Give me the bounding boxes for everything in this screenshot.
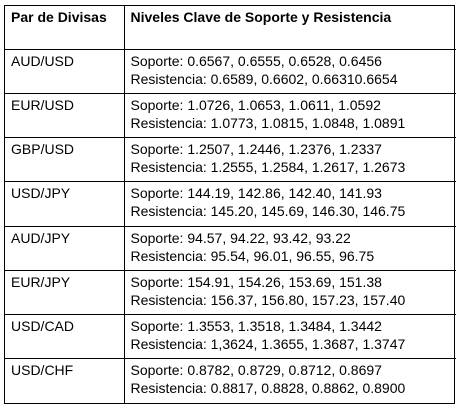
- resistance-levels: Resistencia: 0.6589, 0.6602, 0.66310.665…: [130, 70, 398, 87]
- table-header-row: Par de Divisas Niveles Clave de Soporte …: [5, 6, 456, 50]
- resistance-levels: Resistencia: 1.0773, 1.0815, 1.0848, 1.0…: [130, 114, 406, 131]
- levels-cell: Soporte: 154.91, 154.26, 153.69, 151.38 R…: [123, 269, 456, 316]
- table-row: EUR/JPY Soporte: 154.91, 154.26, 153.69, …: [5, 269, 456, 316]
- table-row: USD/JPY Soporte: 144.19, 142.86, 142.40, …: [5, 181, 456, 227]
- currency-pair-cell: EUR/JPY: [5, 269, 125, 316]
- currency-pair-cell: EUR/USD: [5, 92, 125, 139]
- resistance-levels: Resistencia: 145.20, 145.69, 146.30, 146…: [130, 203, 406, 220]
- levels-cell: Soporte: 94.57, 94.22, 93.42, 93.22 Resis…: [123, 225, 456, 271]
- currency-pair-cell: GBP/USD: [5, 137, 125, 183]
- table-row: USD/CHF Soporte: 0.8782, 0.8729, 0.8712, …: [5, 358, 456, 403]
- table-row: AUD/JPY Soporte: 94.57, 94.22, 93.42, 93.…: [5, 225, 456, 271]
- currency-pair-cell: USD/CHF: [5, 358, 125, 403]
- support-levels: Soporte: 144.19, 142.86, 142.40, 141.93: [130, 185, 382, 202]
- support-levels: Soporte: 1.2507, 1.2446, 1.2376, 1.2337: [130, 141, 382, 158]
- levels-cell: Soporte: 1.2507, 1.2446, 1.2376, 1.2337 R…: [123, 137, 456, 183]
- levels-cell: Soporte: 0.6567, 0.6555, 0.6528, 0.6456 R…: [123, 48, 456, 94]
- levels-cell: Soporte: 1.0726, 1.0653, 1.0611, 1.0592 R…: [123, 92, 456, 139]
- resistance-levels: Resistencia: 1.2555, 1.2584, 1.2617, 1.2…: [130, 159, 406, 176]
- support-resistance-table: Par de Divisas Niveles Clave de Soporte …: [5, 6, 456, 403]
- table-row: EUR/USD Soporte: 1.0726, 1.0653, 1.0611, …: [5, 92, 456, 139]
- levels-table-container: Par de Divisas Niveles Clave de Soporte …: [4, 5, 456, 404]
- levels-cell: Soporte: 144.19, 142.86, 142.40, 141.93 R…: [123, 181, 456, 227]
- currency-pair-cell: AUD/JPY: [5, 225, 125, 271]
- currency-pair-cell: USD/JPY: [5, 181, 125, 227]
- currency-pair-cell: USD/CAD: [5, 314, 125, 360]
- currency-pair-cell: AUD/USD: [5, 48, 125, 94]
- resistance-levels: Resistencia: 95.54, 96.01, 96.55, 96.75: [130, 247, 375, 264]
- resistance-levels: Resistencia: 156.37, 156.80, 157.23, 157…: [130, 291, 406, 308]
- levels-cell: Soporte: 1.3553, 1.3518, 1.3484, 1.3442 R…: [123, 314, 456, 360]
- support-levels: Soporte: 94.57, 94.22, 93.42, 93.22: [130, 229, 351, 246]
- header-key-levels: Niveles Clave de Soporte y Resistencia: [123, 6, 456, 50]
- resistance-levels: Resistencia: 0.8817, 0.8828, 0.8862, 0.8…: [130, 380, 406, 397]
- support-levels: Soporte: 0.6567, 0.6555, 0.6528, 0.6456: [130, 52, 382, 69]
- resistance-levels: Resistencia: 1,3624, 1.3655, 1.3687, 1.3…: [130, 336, 406, 353]
- support-levels: Soporte: 1.0726, 1.0653, 1.0611, 1.0592: [130, 96, 381, 113]
- support-levels: Soporte: 0.8782, 0.8729, 0.8712, 0.8697: [130, 362, 382, 379]
- table-row: AUD/USD Soporte: 0.6567, 0.6555, 0.6528, …: [5, 48, 456, 94]
- levels-cell: Soporte: 0.8782, 0.8729, 0.8712, 0.8697 R…: [123, 358, 456, 403]
- support-levels: Soporte: 154.91, 154.26, 153.69, 151.38: [130, 273, 382, 290]
- table-row: GBP/USD Soporte: 1.2507, 1.2446, 1.2376, …: [5, 137, 456, 183]
- header-currency-pair: Par de Divisas: [5, 6, 125, 50]
- table-row: USD/CAD Soporte: 1.3553, 1.3518, 1.3484, …: [5, 314, 456, 360]
- support-levels: Soporte: 1.3553, 1.3518, 1.3484, 1.3442: [130, 318, 382, 335]
